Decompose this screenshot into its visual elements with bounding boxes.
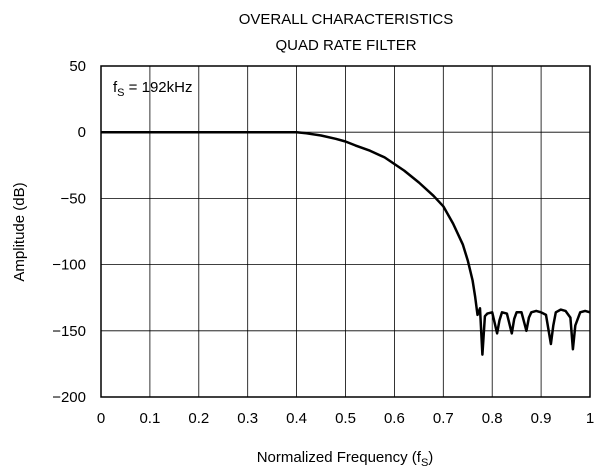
- series-line: [101, 130, 591, 356]
- y-tick-label: −100: [52, 257, 86, 274]
- y-tick-labels: 50 0 −50 −100 −150 −200: [52, 58, 86, 406]
- x-tick-label: 1: [586, 410, 594, 427]
- y-tick-label: −50: [61, 190, 86, 207]
- x-axis-label: Normalized Frequency (fS): [257, 449, 434, 469]
- y-tick-label: −200: [52, 389, 86, 406]
- y-tick-label: 50: [69, 58, 86, 75]
- x-tick-label: 0.9: [531, 410, 552, 427]
- y-tick-label: −150: [52, 323, 86, 340]
- x-tick-label: 0.5: [335, 410, 356, 427]
- x-tick-labels: 0 0.1 0.2 0.3 0.4 0.5 0.6 0.7 0.8 0.9 1: [97, 410, 594, 427]
- y-tick-label: 0: [78, 124, 86, 141]
- sample-rate-annotation: fS = 192kHz: [113, 79, 192, 99]
- plot-frame: [100, 65, 591, 398]
- x-tick-label: 0.6: [384, 410, 405, 427]
- grid: [100, 65, 591, 398]
- chart-title-line-1: OVERALL CHARACTERISTICS: [239, 11, 454, 28]
- x-tick-label: 0.7: [433, 410, 454, 427]
- x-tick-label: 0.2: [188, 410, 209, 427]
- x-tick-label: 0.1: [139, 410, 160, 427]
- y-axis-label: Amplitude (dB): [11, 182, 28, 281]
- x-tick-label: 0: [97, 410, 105, 427]
- x-tick-label: 0.3: [237, 410, 258, 427]
- chart-title-line-2: QUAD RATE FILTER: [275, 37, 416, 54]
- x-tick-label: 0.8: [482, 410, 503, 427]
- x-tick-label: 0.4: [286, 410, 307, 427]
